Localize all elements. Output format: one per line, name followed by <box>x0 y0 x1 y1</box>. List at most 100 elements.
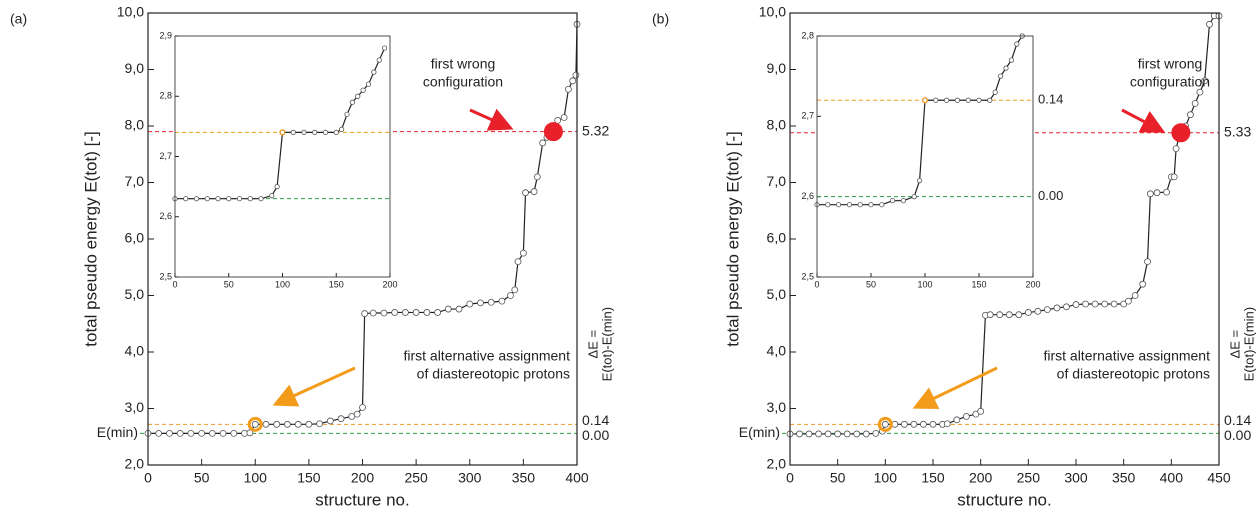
y-tick-label: 6,0 <box>125 230 145 246</box>
data-point <box>962 413 970 420</box>
data-point <box>560 114 568 121</box>
reference-label: 0.00 <box>1224 427 1251 443</box>
highlight-point <box>1171 123 1191 143</box>
inset-area <box>817 36 1033 277</box>
data-point <box>487 298 495 306</box>
data-point <box>466 300 474 308</box>
data-point <box>1003 65 1009 71</box>
data-point <box>371 69 377 75</box>
data-point <box>1191 100 1199 107</box>
data-point <box>507 292 514 299</box>
y-tick-label: 2,0 <box>767 456 787 472</box>
reference-label: 5.32 <box>582 122 609 138</box>
data-point <box>853 430 861 438</box>
data-point <box>1063 303 1070 311</box>
data-point <box>1139 280 1147 288</box>
data-point <box>954 97 961 103</box>
data-point <box>901 420 908 428</box>
data-point <box>1201 77 1209 85</box>
x-tick-label: 450 <box>1207 470 1231 486</box>
data-point <box>262 420 270 428</box>
y-tick-label: 2,5 <box>801 271 814 281</box>
y-axis-label: total pseudo energy E(tot) [-] <box>81 131 100 346</box>
plot-frame <box>147 12 578 466</box>
data-point <box>434 309 441 316</box>
data-point <box>246 429 254 437</box>
data-point <box>1024 309 1032 316</box>
data-point <box>305 420 313 428</box>
data-point <box>530 188 538 195</box>
data-point <box>1163 188 1170 196</box>
inset-frame <box>816 35 1034 278</box>
y-tick-label: 2,7 <box>159 151 172 161</box>
data-point <box>198 429 206 437</box>
x-tick-label: 100 <box>917 279 932 289</box>
y-tick-label: 9,0 <box>125 60 145 76</box>
data-point <box>943 420 951 428</box>
data-point <box>391 309 399 316</box>
x-axis-label: structure no. <box>957 490 1052 508</box>
data-point <box>258 196 264 202</box>
annotation: first alternative assignment <box>403 348 570 364</box>
data-point <box>183 196 189 202</box>
data-point <box>274 184 280 190</box>
data-point <box>361 310 369 317</box>
data-point <box>322 129 329 135</box>
x-tick-label: 100 <box>244 470 268 486</box>
right-axis-label: E(tot)-E(min) <box>599 307 614 381</box>
x-tick-label: 250 <box>1017 470 1041 486</box>
x-tick-label: 0 <box>172 279 177 289</box>
data-point <box>355 93 361 99</box>
data-point <box>572 71 580 79</box>
y-tick-label: 8,0 <box>767 117 787 133</box>
data-point <box>193 196 200 202</box>
data-point <box>920 420 927 428</box>
data-point <box>569 77 577 85</box>
x-tick-label: 0 <box>814 279 819 289</box>
data-point <box>519 249 527 257</box>
data-point <box>1153 189 1161 197</box>
data-point <box>805 430 813 438</box>
x-tick-label: 100 <box>275 279 290 289</box>
data-point <box>539 139 547 147</box>
data-point <box>166 429 173 437</box>
data-point <box>881 420 889 428</box>
data-point <box>333 129 339 135</box>
x-tick-label: 350 <box>512 470 536 486</box>
x-tick-label: 150 <box>329 279 344 289</box>
annotation: configuration <box>423 74 503 90</box>
data-point <box>910 420 918 428</box>
data-point <box>977 407 985 415</box>
reference-label: 0.14 <box>1038 92 1063 107</box>
data-point <box>290 129 296 135</box>
data-point <box>796 430 803 438</box>
y-tick-label: 2,5 <box>159 271 172 281</box>
highlight-point <box>543 122 563 142</box>
data-point <box>376 57 382 63</box>
data-point <box>369 309 377 317</box>
x-tick-label: 350 <box>1112 470 1136 486</box>
data-point <box>208 429 216 437</box>
emin-label: E(min) <box>97 424 138 440</box>
data-point <box>215 196 221 202</box>
data-point <box>312 129 318 135</box>
y-tick-label: 4,0 <box>767 343 787 359</box>
data-point <box>815 430 822 438</box>
panel-label: (a) <box>10 11 27 27</box>
y-tick-label: 3,0 <box>125 399 145 415</box>
x-tick-label: 300 <box>1064 470 1088 486</box>
y-tick-label: 6,0 <box>767 230 787 246</box>
data-point <box>1172 145 1180 153</box>
inset-area <box>175 36 390 277</box>
highlight-point <box>877 416 893 432</box>
data-point <box>1044 306 1051 314</box>
data-point <box>1072 301 1080 308</box>
y-tick-label: 2,6 <box>801 191 814 201</box>
data-point <box>900 198 907 204</box>
data-point <box>1014 41 1020 47</box>
data-point <box>337 415 345 423</box>
x-tick-label: 200 <box>969 470 993 486</box>
y-tick-label: 2,8 <box>801 30 814 40</box>
data-point <box>1196 88 1204 96</box>
